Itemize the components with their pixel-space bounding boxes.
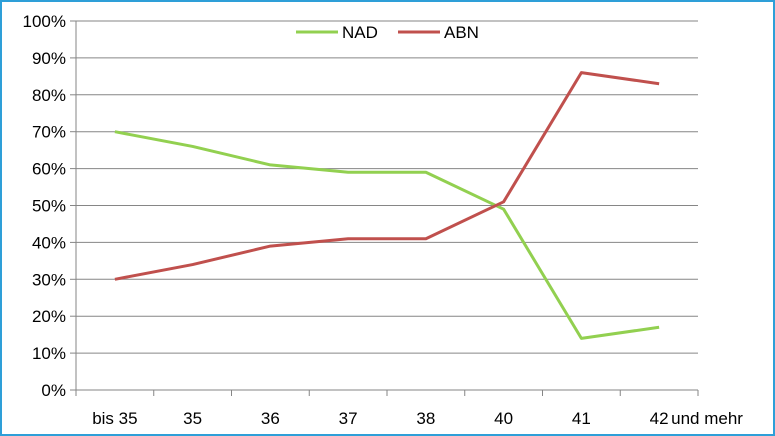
y-tick-label: 100% [23, 12, 66, 31]
x-tick-label: 38 [416, 409, 435, 428]
x-tick-label: 36 [261, 409, 280, 428]
y-tick-label: 40% [32, 233, 66, 252]
x-tick-label: 37 [339, 409, 358, 428]
x-tick-label: 41 [572, 409, 591, 428]
y-tick-label: 30% [32, 270, 66, 289]
x-tick-label: 42 [650, 409, 669, 428]
y-tick-label: 10% [32, 344, 66, 363]
x-axis-ticks: bis 35 35 36 37 38 40 41 42 und mehr [75, 390, 743, 428]
y-tick-label: 70% [32, 123, 66, 142]
y-tick-label: 60% [32, 160, 66, 179]
legend-label-nad: NAD [342, 23, 378, 42]
series-line-abn [114, 71, 660, 281]
y-tick-label: 0% [41, 381, 66, 400]
y-axis-ticks: 0% 10% 20% 30% 40% 50% 60% 70% 80% 90% 100% [23, 12, 76, 400]
gridlines [76, 20, 698, 354]
legend-label-abn: ABN [444, 23, 479, 42]
y-tick-label: 80% [32, 86, 66, 105]
y-tick-label: 20% [32, 307, 66, 326]
x-tick-label: 35 [183, 409, 202, 428]
series-lines [114, 71, 660, 340]
series-line-nad [114, 130, 660, 340]
y-tick-label: 90% [32, 49, 66, 68]
x-tick-label: bis 35 [92, 409, 137, 428]
y-tick-label: 50% [32, 197, 66, 216]
x-tick-label-suffix: und mehr [671, 409, 743, 428]
x-tick-label: 40 [494, 409, 513, 428]
legend: NAD ABN [296, 23, 479, 42]
